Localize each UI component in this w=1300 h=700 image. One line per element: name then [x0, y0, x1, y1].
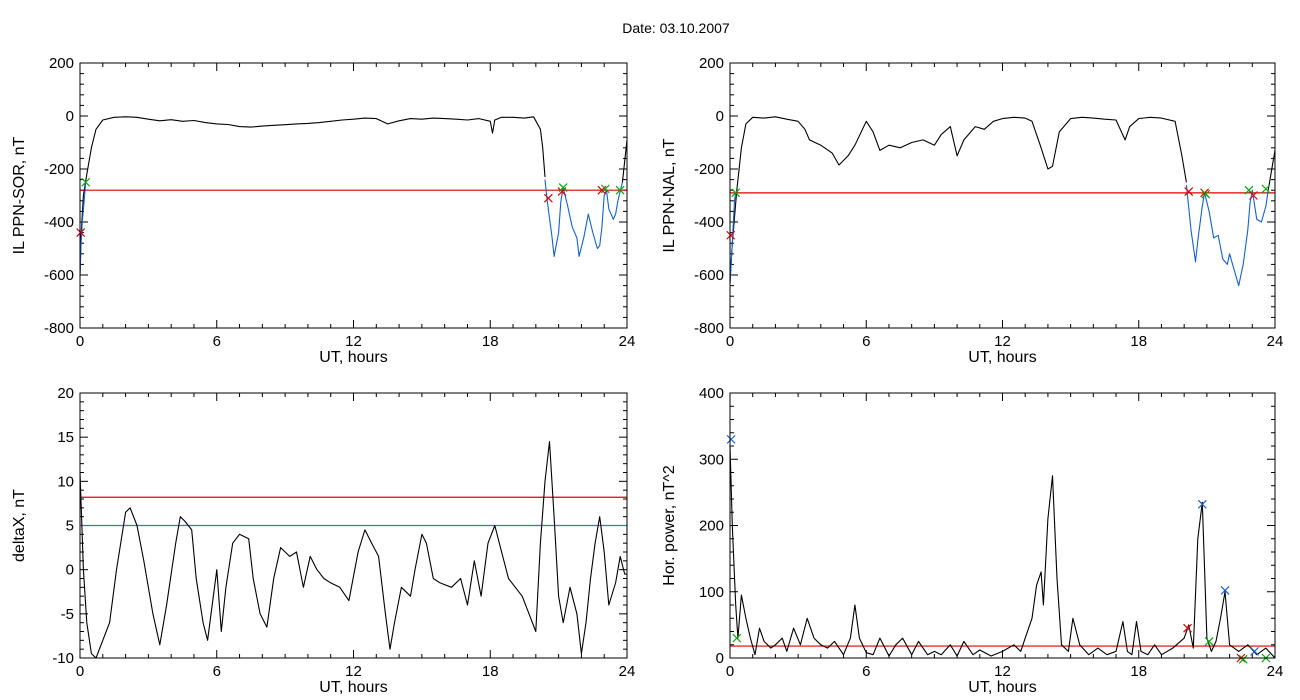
x-tick-label: 0 — [76, 663, 84, 680]
x-tick-label: 18 — [482, 333, 499, 350]
series-line-3 — [1267, 150, 1275, 191]
y-tick-label: -200 — [694, 161, 724, 178]
x-tick-label: 24 — [1267, 663, 1284, 680]
x-tick-label: 12 — [994, 663, 1011, 680]
y-tick-label: 300 — [699, 451, 724, 468]
series-line-0 — [730, 116, 1187, 283]
event-marker — [726, 230, 736, 240]
x-tick-label: 0 — [726, 663, 734, 680]
y-axis-label: IL PPN-SOR, nT — [11, 136, 28, 254]
series-line-0 — [80, 441, 627, 658]
x-tick-label: 6 — [213, 663, 221, 680]
x-tick-label: 18 — [482, 663, 499, 680]
event-marker — [1220, 586, 1230, 595]
event-marker — [1204, 637, 1214, 646]
series-line-2 — [544, 179, 623, 257]
series-group — [730, 116, 1275, 287]
chart-panel-deltax: 0 6 12 18 24 -10 -5 0 5 10 15 20 UT, hours deltaX, nT — [11, 385, 635, 696]
event-marker — [1201, 189, 1211, 199]
series-group — [80, 441, 627, 658]
x-tick-label: 24 — [619, 333, 636, 350]
event-marker — [1238, 654, 1248, 664]
y-tick-label: -200 — [44, 161, 74, 178]
x-tick-label: 12 — [345, 663, 362, 680]
plot-frame — [79, 62, 628, 329]
y-tick-label: -800 — [694, 320, 724, 337]
plot-frame — [79, 392, 628, 659]
x-tick-label: 24 — [619, 663, 636, 680]
y-tick-label: -400 — [694, 214, 724, 231]
chart-panel-sor: 0 6 12 18 24 -800 -600 -400 -200 0 200 UT, hours IL … — [11, 55, 635, 366]
y-tick-label: 400 — [699, 385, 724, 402]
x-tick-label: 0 — [76, 333, 84, 350]
chart-panel-power: 0 6 12 18 24 0 100 200 300 400 UT, hours Hor. power… — [661, 385, 1283, 696]
event-marker — [726, 434, 736, 444]
event-marker — [1250, 646, 1259, 656]
x-tick-label: 12 — [994, 333, 1011, 350]
y-tick-label: -600 — [44, 267, 74, 284]
y-axis-label: deltaX, nT — [11, 489, 28, 562]
x-tick-label: 0 — [726, 333, 734, 350]
event-marker — [731, 188, 741, 198]
event-marker — [615, 185, 625, 195]
event-marker — [558, 183, 568, 192]
y-tick-label: -600 — [694, 267, 724, 284]
y-tick-label: -10 — [52, 650, 74, 667]
y-tick-label: 20 — [57, 385, 74, 402]
y-tick-label: -800 — [44, 320, 74, 337]
x-tick-label: 12 — [345, 333, 362, 350]
y-tick-label: 200 — [699, 55, 724, 72]
x-tick-label: 6 — [862, 333, 870, 350]
y-axis-label: Hor. power, nT^2 — [661, 465, 678, 586]
x-tick-label: 6 — [862, 663, 870, 680]
x-axis-label: UT, hours — [319, 679, 387, 696]
event-marker — [543, 193, 553, 203]
figure-title: Date: 03.10.2007 — [622, 20, 730, 36]
y-tick-label: 0 — [66, 108, 74, 125]
series-line-2 — [1185, 184, 1269, 287]
x-axis-label: UT, hours — [319, 349, 387, 366]
y-tick-label: 200 — [49, 55, 74, 72]
x-axis-label: UT, hours — [968, 679, 1036, 696]
series-line-0 — [730, 445, 1275, 658]
chart-panel-nal: 0 6 12 18 24 -800 -600 -400 -200 0 200 UT, hours IL … — [661, 55, 1283, 366]
y-axis-label: IL PPN-NAL, nT — [661, 138, 678, 252]
x-tick-label: 6 — [213, 333, 221, 350]
y-tick-label: 0 — [716, 650, 724, 667]
x-tick-label: 18 — [1130, 663, 1147, 680]
y-tick-label: -5 — [61, 606, 74, 623]
event-marker — [76, 228, 86, 238]
series-line-0 — [80, 116, 546, 276]
y-tick-label: -400 — [44, 214, 74, 231]
series-line-3 — [621, 139, 627, 183]
series-line-1 — [730, 192, 737, 283]
y-tick-label: 0 — [716, 108, 724, 125]
series-line-1 — [80, 182, 87, 276]
x-axis-label: UT, hours — [968, 349, 1036, 366]
plot-frame — [729, 392, 1276, 659]
y-tick-label: 15 — [57, 429, 74, 446]
event-marker — [1261, 184, 1271, 194]
series-group — [80, 116, 627, 276]
x-tick-label: 24 — [1267, 333, 1284, 350]
y-tick-label: 0 — [66, 562, 74, 579]
event-marker — [1249, 191, 1258, 200]
event-marker — [1197, 499, 1207, 509]
event-marker — [600, 184, 610, 194]
event-marker — [1184, 187, 1194, 196]
y-tick-label: 5 — [66, 518, 74, 535]
event-marker — [732, 633, 742, 643]
x-tick-label: 18 — [1130, 333, 1147, 350]
y-tick-label: 100 — [699, 584, 724, 601]
series-group — [730, 445, 1275, 658]
plot-frame — [729, 62, 1276, 329]
event-marker — [81, 177, 91, 187]
event-marker — [1183, 623, 1192, 633]
y-tick-label: 10 — [57, 473, 74, 490]
y-tick-label: 200 — [699, 518, 724, 535]
